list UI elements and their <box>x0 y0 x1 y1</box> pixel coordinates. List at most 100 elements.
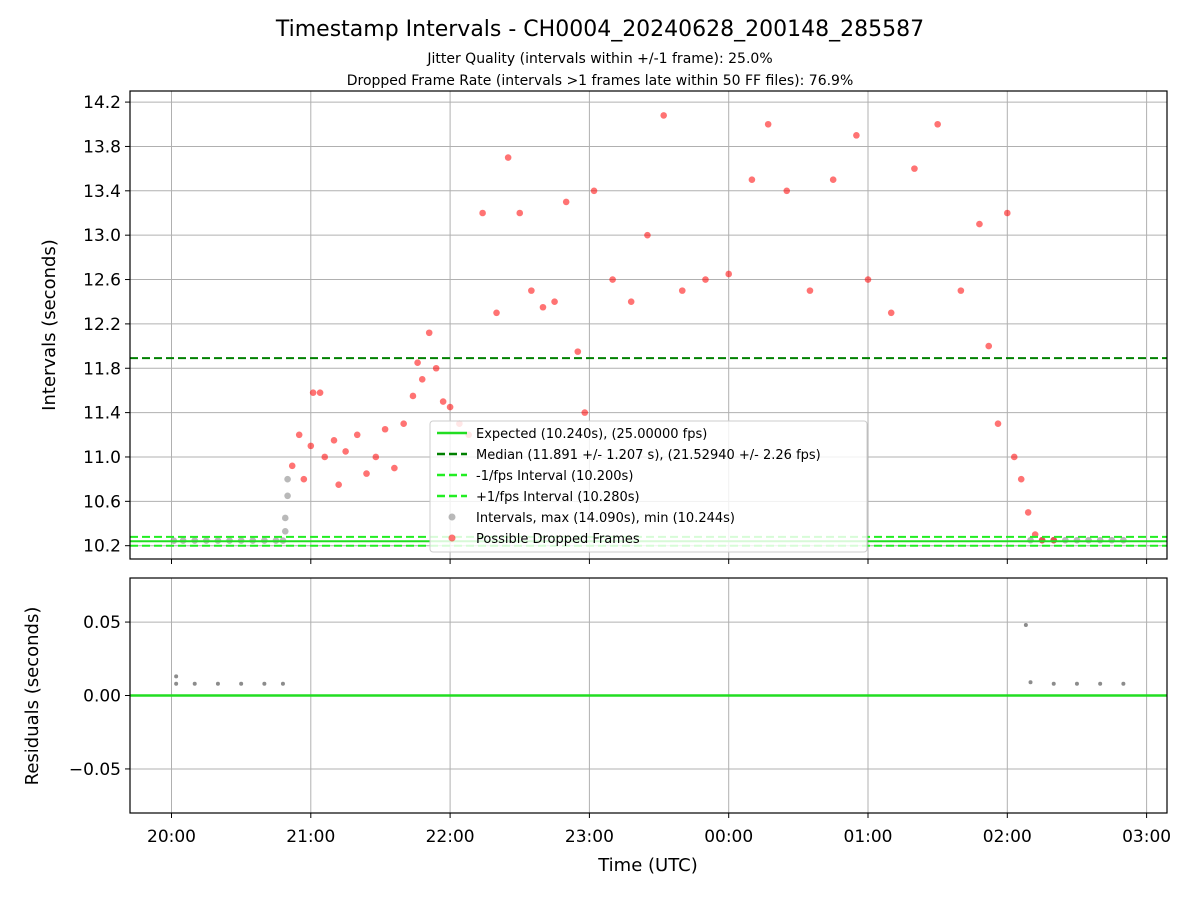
interval-point <box>1120 536 1127 544</box>
dropped-frame-point <box>363 470 370 477</box>
intervals-y-tick-label: 11.8 <box>83 359 121 379</box>
residual-point <box>280 681 285 686</box>
interval-point <box>1027 536 1034 544</box>
dropped-frame-point <box>574 348 582 355</box>
intervals-y-tick-label: 11.0 <box>83 448 121 468</box>
dropped-frame-point <box>581 409 589 416</box>
interval-point <box>1062 536 1069 544</box>
x-tick-label: 03:00 <box>1122 827 1171 847</box>
intervals-y-label: Intervals (seconds) <box>39 239 60 411</box>
dropped-frame-point <box>934 120 941 128</box>
residuals-y-tick-label: 0.00 <box>83 687 121 707</box>
x-axis-label: Time (UTC) <box>597 855 698 876</box>
dropped-frame-point <box>644 231 651 239</box>
x-tick-label: 00:00 <box>704 827 753 847</box>
dropped-frame-point <box>391 464 398 472</box>
legend-swatch-dropped <box>448 534 456 542</box>
intervals-y-tick-label: 12.2 <box>83 315 121 335</box>
dropped-frame-point <box>748 176 756 184</box>
x-tick-label: 21:00 <box>286 827 335 847</box>
intervals-y-tick-label: 10.2 <box>83 537 121 557</box>
dropped-frame-point <box>330 437 338 444</box>
dropped-frame-point <box>493 309 500 317</box>
dropped-frame-point <box>288 462 296 470</box>
dropped-frame-point <box>976 220 983 228</box>
dropped-frame-point <box>590 187 598 195</box>
dropped-frame-point <box>853 132 860 139</box>
residual-point <box>1051 681 1056 686</box>
dropped-frame-point <box>353 431 361 439</box>
legend-swatch-intervals <box>448 513 456 521</box>
legend: Expected (10.240s), (25.00000 fps) Media… <box>429 420 868 553</box>
interval-point <box>281 514 289 522</box>
dropped-frame-point <box>316 389 324 396</box>
dropped-frame-point <box>702 276 709 283</box>
interval-point <box>1085 536 1092 544</box>
residuals-y-label: Residuals (seconds) <box>22 607 43 786</box>
dropped-frame-point <box>309 389 317 396</box>
intervals-y-tick-label: 12.6 <box>83 271 121 291</box>
interval-point <box>284 492 291 500</box>
dropped-frame-point <box>479 209 486 217</box>
intervals-y-ticks: 10.2 10.6 11.0 11.4 11.8 12.2 12.6 13.0 13.4 13.8… <box>83 93 130 557</box>
figure-title: Timestamp Intervals - CH0004_20240628_20… <box>275 17 924 42</box>
residuals-x-ticks: 20:00 21:00 22:00 23:00 00:00 01:00 02:00 03:00 <box>147 813 1171 847</box>
residuals-y-tick-label: −0.05 <box>69 760 121 780</box>
dropped-frame-point <box>887 309 895 317</box>
legend-label-intervals: Intervals, max (14.090s), min (10.244s) <box>476 511 735 526</box>
dropped-frame-point <box>335 481 342 488</box>
x-tick-label: 02:00 <box>983 827 1032 847</box>
residuals-y-tick-label: 0.05 <box>83 613 121 633</box>
dropped-frame-point <box>504 154 512 161</box>
intervals-y-tick-label: 13.8 <box>83 137 121 157</box>
residual-point <box>192 681 197 686</box>
dropped-frame-point <box>300 475 308 483</box>
legend-label-dropped: Possible Dropped Frames <box>476 532 640 547</box>
dropped-frame-point <box>539 303 547 311</box>
residual-point <box>1028 680 1033 685</box>
intervals-panel: 10.2 10.6 11.0 11.4 11.8 12.2 12.6 13.0 13.4 13.8… <box>39 90 1168 564</box>
legend-box <box>429 420 868 553</box>
dropped-frame-point <box>439 398 447 405</box>
intervals-y-tick-label: 11.4 <box>83 404 121 424</box>
dropped-frame-point <box>321 453 329 461</box>
dropped-frame-point <box>307 442 315 450</box>
dropped-frame-point <box>446 403 454 411</box>
interval-point <box>284 475 291 483</box>
x-tick-label: 20:00 <box>147 827 196 847</box>
dropped-frame-point <box>295 431 303 439</box>
dropped-frame-point <box>985 342 993 350</box>
figure-subtitle-jitter: Jitter Quality (intervals within +/-1 fr… <box>426 51 772 67</box>
interval-point <box>1108 536 1116 544</box>
dropped-frame-point <box>957 287 965 294</box>
residuals-marks <box>174 623 1126 686</box>
intervals-y-tick-label: 13.0 <box>83 226 121 246</box>
dropped-frame-point <box>409 392 417 400</box>
dropped-frame-point <box>1004 209 1011 217</box>
residual-point <box>174 681 179 686</box>
dropped-frame-point <box>1024 509 1032 516</box>
dropped-frame-point <box>660 112 667 119</box>
x-tick-label: 22:00 <box>426 827 475 847</box>
dropped-frame-point <box>725 270 732 278</box>
dropped-frame-point <box>864 276 872 283</box>
dropped-frame-point <box>1050 536 1058 544</box>
dropped-frame-point <box>418 376 426 383</box>
interval-point <box>1073 536 1081 544</box>
dropped-frame-point <box>342 448 349 455</box>
dropped-frame-point <box>400 420 407 428</box>
dropped-frame-point <box>1017 475 1025 483</box>
dropped-frame-point <box>414 359 421 367</box>
dropped-frame-point <box>1038 536 1046 544</box>
residuals-panel: 0.05 0.00 −0.05 20:00 21:00 22:00 23:00 00:00 0… <box>22 577 1171 876</box>
dropped-frame-point <box>764 120 772 128</box>
intervals-y-tick-label: 14.2 <box>83 93 121 113</box>
residual-point <box>174 674 179 679</box>
dropped-frame-point <box>425 329 433 337</box>
residual-point <box>262 681 267 686</box>
dropped-frame-point <box>551 298 558 306</box>
residual-point <box>239 681 244 686</box>
dropped-frame-point <box>783 187 791 195</box>
x-tick-label: 23:00 <box>565 827 614 847</box>
